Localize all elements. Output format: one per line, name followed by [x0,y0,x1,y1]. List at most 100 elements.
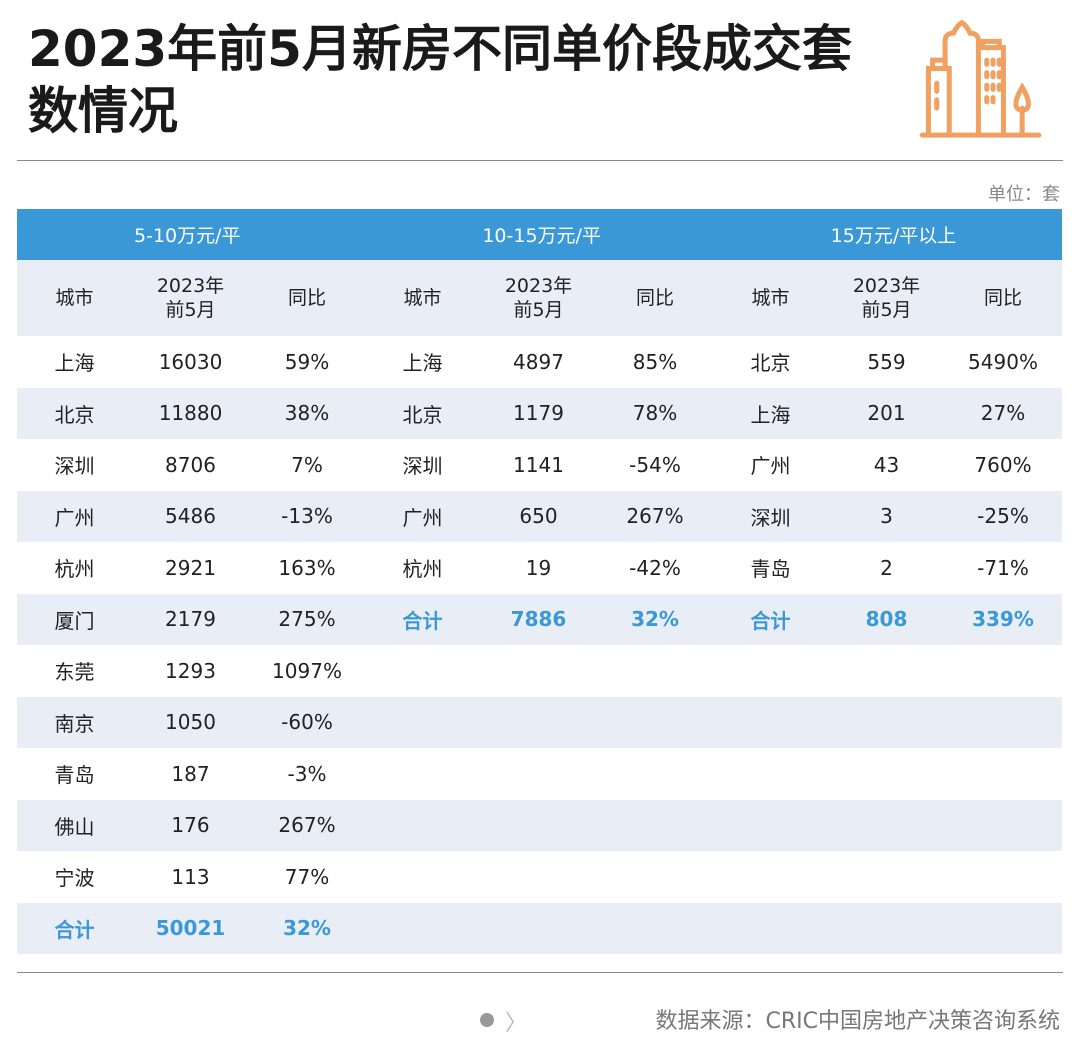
table-cell: 7% [291,452,323,477]
table-row: 佛山 176 267% [17,799,1062,851]
total-cell: 339% [972,607,1034,632]
table-cell: 5486 [165,504,216,529]
table-cell: 78% [632,401,678,426]
table-cell: 1179 [513,401,564,426]
table-cell: 深圳 [54,454,95,479]
table-cell: -3% [287,761,327,786]
table-cell: 77% [284,864,330,889]
table-cell: 16030 [158,349,223,374]
table-cell: -60% [281,710,333,735]
table-cell: 2921 [165,555,216,580]
table-cell: -13% [281,504,333,529]
table-cell: -25% [977,504,1029,529]
table-cell: 176 [171,813,210,838]
table-cell: 广州 [750,454,791,479]
column-header: 2023年 前5月 [852,275,921,321]
table-cell: 上海 [402,351,443,376]
table-cell: 佛山 [54,814,95,839]
table-row: 南京 1050 -60% [17,696,1062,748]
table-cell: -42% [629,555,681,580]
column-header: 城市 [55,287,94,309]
total-cell: 50021 [155,916,226,941]
page-title: 2023年前5月新房不同单价段成交套数情况 [28,20,852,140]
table-cell: 南京 [54,711,95,736]
table-cell: 2179 [165,607,216,632]
table-row: 东莞 1293 1097% [17,645,1062,697]
table-cell: 5490% [968,349,1038,374]
total-cell: 808 [865,607,908,632]
total-cell: 合计 [54,917,95,942]
table-cell: 1293 [165,658,216,683]
table-row: 厦门 2179 275% 合计 7886 32% 合计 808 339% [17,593,1062,645]
table-cell: 85% [632,349,678,374]
table-cell: 187 [171,761,210,786]
column-header: 2023年 前5月 [156,275,225,321]
total-cell: 7886 [510,607,567,632]
table-cell: 163% [278,555,336,580]
column-header: 城市 [751,287,790,309]
divider [17,160,1063,161]
table-cell: 上海 [750,402,791,427]
table-cell: 深圳 [402,454,443,479]
buildings-icon [919,20,1042,138]
table-row: 广州 5486 -13% 广州 650 267% 深圳 3 -25% [17,490,1062,542]
table-cell: -71% [977,555,1029,580]
table-cell: 4897 [513,349,564,374]
table-cell: 559 [867,349,906,374]
group-header-row: 5-10万元/平 10-15万元/平 15万元/平以上 [17,209,1062,260]
table-cell: 东莞 [54,660,95,685]
table-cell: 青岛 [54,763,95,788]
group-header: 15万元/平以上 [830,225,957,247]
divider [17,972,1063,973]
table-cell: 275% [278,607,336,632]
table-cell: 3 [880,504,893,529]
table-cell: 1097% [272,658,342,683]
table-cell: 上海 [54,351,95,376]
table-cell: 深圳 [750,505,791,530]
total-cell: 合计 [750,608,791,633]
table-row: 北京 11880 38% 北京 1179 78% 上海 201 27% [17,387,1062,439]
chevron-right-icon: 〉 [505,1011,528,1036]
table-cell: 宁波 [54,866,95,891]
column-header: 2023年 前5月 [504,275,573,321]
column-header-row: 城市 2023年 前5月 同比 城市 2023年 前5月 同比 城市 2023年 前5月 同比 [17,260,1062,336]
group-header: 5-10万元/平 [134,225,241,247]
group-header: 10-15万元/平 [482,225,601,247]
table-cell: 杭州 [402,557,443,582]
unit-label: 单位：套 [988,184,1060,205]
column-header: 同比 [287,287,326,309]
bullet-icon [480,1013,494,1027]
table-cell: 青岛 [750,557,791,582]
table-cell: 北京 [54,402,95,427]
table-cell: 广州 [54,505,95,530]
table-cell: 8706 [165,452,216,477]
column-header: 同比 [635,287,674,309]
table-row: 合计 50021 32% [17,902,1062,954]
column-header: 同比 [983,287,1022,309]
table-row: 杭州 2921 163% 杭州 19 -42% 青岛 2 -71% [17,542,1062,594]
table-cell: 59% [284,349,330,374]
table-cell: 1141 [513,452,564,477]
table-cell: 厦门 [54,608,95,633]
table-cell: 北京 [402,402,443,427]
table-cell: 杭州 [54,557,95,582]
table-cell: 43 [873,452,900,477]
table-cell: 19 [525,555,552,580]
table-cell: 北京 [750,351,791,376]
table-cell: 113 [171,864,210,889]
table-cell: 2 [880,555,893,580]
column-header: 城市 [403,287,442,309]
total-cell: 32% [631,607,679,632]
total-cell: 32% [283,916,331,941]
table-cell: 267% [278,813,336,838]
table-row: 青岛 187 -3% [17,748,1062,800]
table-cell: 267% [626,504,684,529]
table-cell: 650 [519,504,558,529]
table-cell: 38% [284,401,330,426]
source-note: 数据来源：CRIC中国房地产决策咨询系统 [655,1009,1061,1034]
table-cell: -54% [629,452,681,477]
table-cell: 广州 [402,505,443,530]
table-cell: 1050 [165,710,216,735]
table-cell: 201 [867,401,906,426]
